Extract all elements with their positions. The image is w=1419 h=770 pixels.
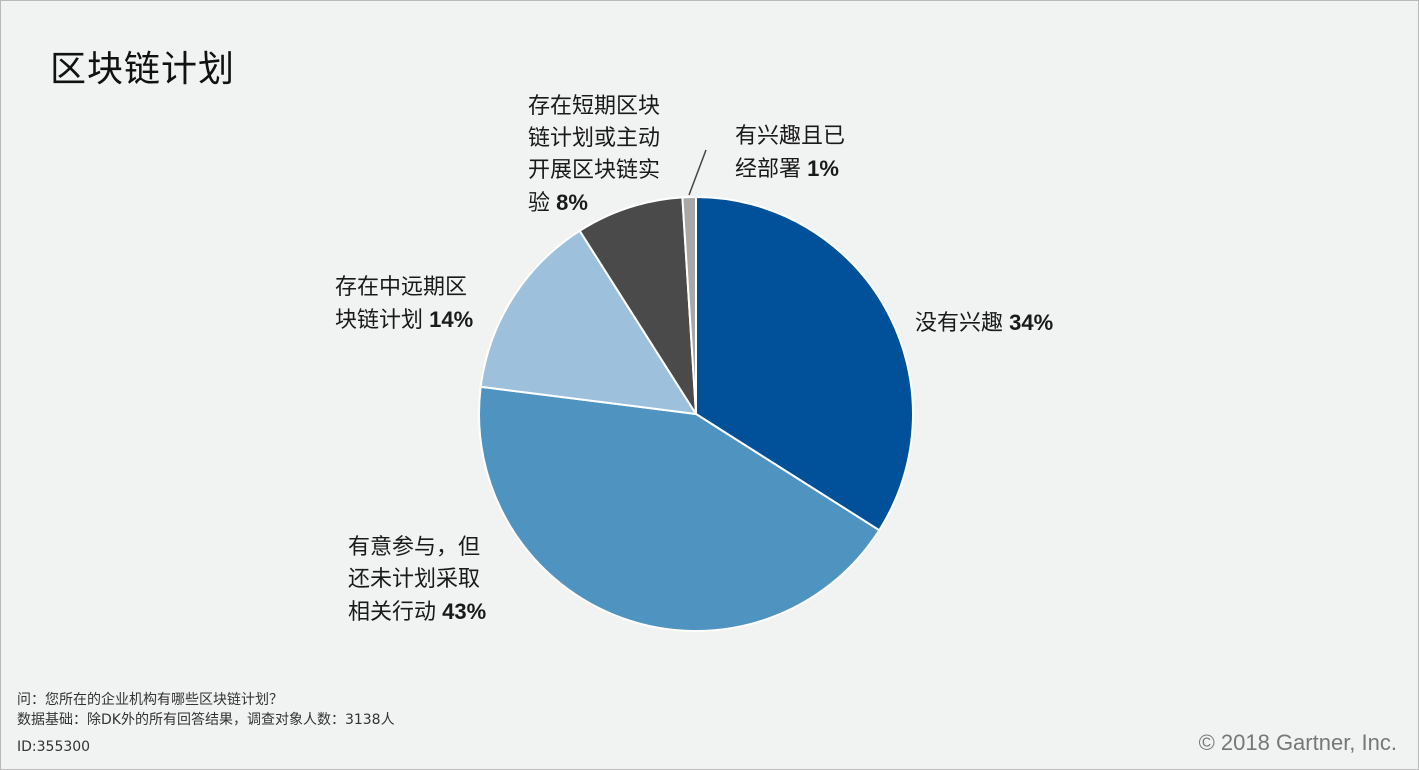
slice-label-line: 链计划或主动 [528,126,661,151]
slice-label-deployed: 有兴趣且已经部署 1% [735,121,845,186]
chart-title: 区块链计划 [50,49,236,90]
slice-mid-long-term [479,229,698,416]
slice-label-line: 没有兴趣 34% [915,310,1054,336]
footer-question: 问：您所在的企业机构有哪些区块链计划？ [17,692,283,708]
copyright: © 2018 Gartner, Inc. [1198,730,1397,755]
slice-label-line: 存在短期区块 [528,94,661,119]
slice-label-line: 存在中远期区 [335,275,468,300]
slice-label-line: 开展区块链实 [528,158,661,183]
slice-short-term [578,196,697,415]
footer-id: ID:355300 [17,739,91,755]
slice-no-interest [695,195,914,532]
slice-label-no-interest: 没有兴趣 34% [915,307,1053,340]
slice-label-line: 还未计划采取 [348,567,481,592]
slice-label-line: 经部署 1% [735,156,839,182]
footer-base: 数据基础：除DK外的所有回答结果，调查对象人数：3138人 [17,712,395,728]
slice-label-line: 相关行动 43% [348,599,487,625]
slice-percent-label: 8% [550,190,588,215]
slice-deployed [681,195,697,415]
slice-label-line: 有兴趣且已 [735,124,846,149]
slice-label-line: 验 8% [528,190,588,216]
slice-label-short-term: 存在短期区块 链计划或主动 开展区块链实验 8% [528,91,660,220]
leader-line-1pct [688,149,707,196]
slice-percent-label: 34% [1003,310,1054,335]
slice-label-mid-long-term: 存在中远期区 块链计划 14% [335,272,473,337]
slice-label-line: 块链计划 14% [335,307,474,333]
slice-percent-label: 14% [423,307,474,332]
slice-percent-label: 1% [801,156,839,181]
slice-label-line: 有意参与，但 [348,535,481,560]
slice-label-interested-no-plan: 有意参与，但 还未计划采取 相关行动 43% [348,532,486,629]
slice-interested-no-plan [478,385,881,632]
slice-percent-label: 43% [436,599,487,624]
